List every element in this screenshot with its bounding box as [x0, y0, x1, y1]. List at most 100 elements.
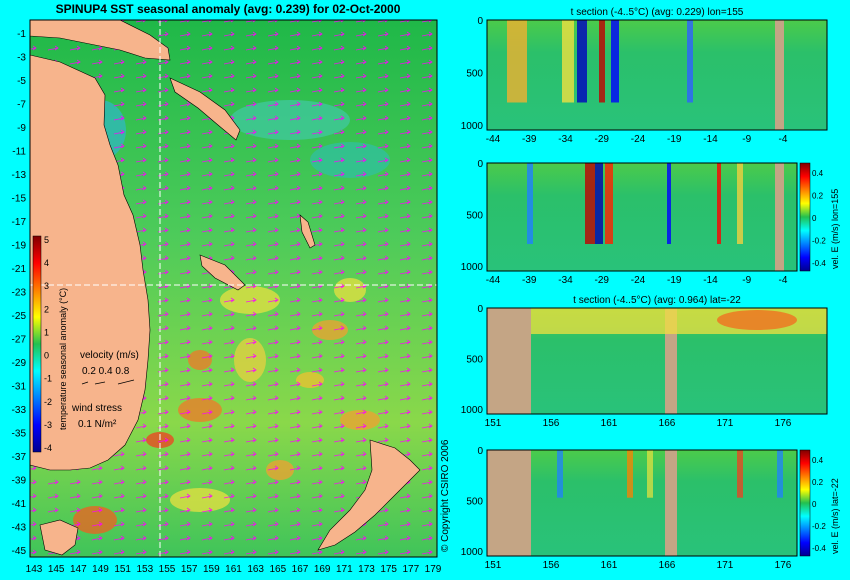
section-colorbar-tick: 0.2 [812, 478, 824, 487]
section-colorbar-tick: 0 [812, 500, 817, 509]
map-lat-tick: -27 [12, 335, 27, 346]
section-x-tick: 161 [601, 418, 618, 429]
map-lon-tick: 149 [92, 564, 109, 575]
section-frame [486, 19, 828, 131]
map-lon-tick: 175 [380, 564, 397, 575]
map-colorbar-tick: -3 [44, 420, 52, 430]
map-lon-tick: 159 [203, 564, 220, 575]
map-lat-tick: -41 [12, 499, 27, 510]
section-colorbar-tick: -0.4 [812, 259, 826, 268]
map-lat-tick: -15 [12, 194, 27, 205]
section-land [487, 308, 531, 414]
new-caledonia [199, 254, 246, 291]
map-lon-tick: 177 [402, 564, 419, 575]
section-streak [717, 163, 721, 244]
map-lon-tick: 153 [136, 564, 153, 575]
section-streak [507, 20, 527, 103]
map-lon-tick: 173 [358, 564, 375, 575]
section-x-tick: -14 [703, 134, 718, 145]
map-lat-tick: -13 [12, 170, 27, 181]
map-colorbar-tick: -2 [44, 397, 52, 407]
section-y-tick: 1000 [461, 405, 484, 416]
section-title: t section (-4..5°C) (avg: 0.964) lat=-22 [573, 295, 741, 306]
map-lat-tick: -5 [17, 76, 26, 87]
section-colorbar-tick: 0.2 [812, 192, 824, 201]
map-lat-tick: -35 [12, 429, 27, 440]
map-lat-tick: -19 [12, 241, 27, 252]
section-x-tick: -34 [558, 275, 573, 286]
map-colorbar-tick: 0 [44, 351, 49, 361]
section-streak [595, 163, 603, 244]
australia-landmass [29, 54, 151, 471]
section-x-tick: -4 [779, 275, 788, 286]
section-y-tick: 0 [477, 159, 483, 170]
map-lat-tick: -45 [12, 546, 27, 557]
section-x-tick: -14 [703, 275, 718, 286]
section-frame [486, 307, 828, 415]
section-y-tick: 500 [466, 68, 483, 79]
section-y-tick: 0 [477, 16, 483, 27]
map-title: SPINUP4 SST seasonal anomaly (avg: 0.239… [56, 2, 401, 16]
map-lat-tick: -33 [12, 405, 27, 416]
map-lon-tick: 157 [181, 564, 198, 575]
map-colorbar: 5 4 3 2 1 0 -1 -2 -3 -4 temperature seasonal anom… [32, 235, 68, 453]
section-x-tick: 151 [485, 560, 502, 571]
map-lat-tick: -43 [12, 523, 27, 534]
section-y-tick: 0 [477, 446, 483, 457]
map-colorbar-tick: 3 [44, 281, 49, 291]
map-colorbar-tick: 5 [44, 235, 49, 245]
section-y-tick: 500 [466, 210, 483, 221]
section-streak [562, 20, 574, 103]
section-field [487, 20, 827, 130]
map-lon-tick: 179 [425, 564, 442, 575]
new-guinea-landmass [29, 19, 171, 61]
map-lon-tick: 169 [314, 564, 331, 575]
section-streak [557, 450, 563, 498]
map-colorbar-tick: -4 [44, 443, 52, 453]
section-colorbar-label: vel. E (m/s) lon=155 [830, 189, 840, 269]
map-panel [29, 19, 438, 558]
section-warm-core [717, 310, 797, 330]
map-lon-tick: 145 [48, 564, 65, 575]
map-lat-tick: -3 [17, 53, 26, 64]
section-field [487, 163, 797, 271]
section-colorbar-tick: 0 [812, 214, 817, 223]
section-x-tick: 156 [543, 560, 560, 571]
tasmania-landmass [39, 519, 79, 556]
section-x-tick: -34 [558, 134, 573, 145]
copyright-text: © Copyright CSIRO 2006 [440, 439, 451, 552]
map-lon-tick: 163 [247, 564, 264, 575]
velocity-legend: velocity (m/s) 0.2 0.4 0.8 wind stress 0… [71, 350, 139, 430]
map-lat-tick: -31 [12, 382, 27, 393]
section-land [487, 450, 531, 556]
vanuatu-islands [299, 214, 316, 249]
map-lat-tick: -7 [17, 100, 26, 111]
section-panel-2: 0 500 1000-44 -39 -34 -29 -24 -19 -14 -9 -4 0.4 0.2 0… [461, 159, 840, 286]
section-streak [585, 163, 595, 244]
section-land [775, 20, 784, 130]
section-x-tick: -19 [667, 275, 682, 286]
map-lat-tick: -23 [12, 288, 27, 299]
section-colorbar-tick: 0.4 [812, 169, 824, 178]
section-frame [486, 449, 798, 557]
map-lat-tick: -1 [17, 29, 26, 40]
map-lon-tick: 171 [336, 564, 353, 575]
map-lat-tick: -11 [12, 147, 26, 158]
map-lat-tick: -9 [17, 123, 26, 134]
map-colorbar-tick: 2 [44, 304, 49, 314]
map-lat-tick: -37 [12, 452, 27, 463]
wind-stress-value: 0.1 N/m² [78, 419, 117, 430]
section-y-tick: 500 [466, 496, 483, 507]
solomon-islands [169, 77, 241, 141]
section-colorbar-tick: -0.2 [812, 237, 826, 246]
section-colorbar-tick: -0.2 [812, 522, 826, 531]
section-x-tick: -9 [742, 134, 751, 145]
map-lon-tick: 151 [114, 564, 131, 575]
wind-stress-title: wind stress [71, 403, 122, 414]
section-colorbar [799, 162, 811, 272]
map-lat-tick: -29 [12, 358, 27, 369]
map-lon-tick: 161 [225, 564, 242, 575]
map-colorbar-label: temperature seasonal anomaly (°C) [58, 288, 68, 430]
section-frame [486, 162, 798, 272]
